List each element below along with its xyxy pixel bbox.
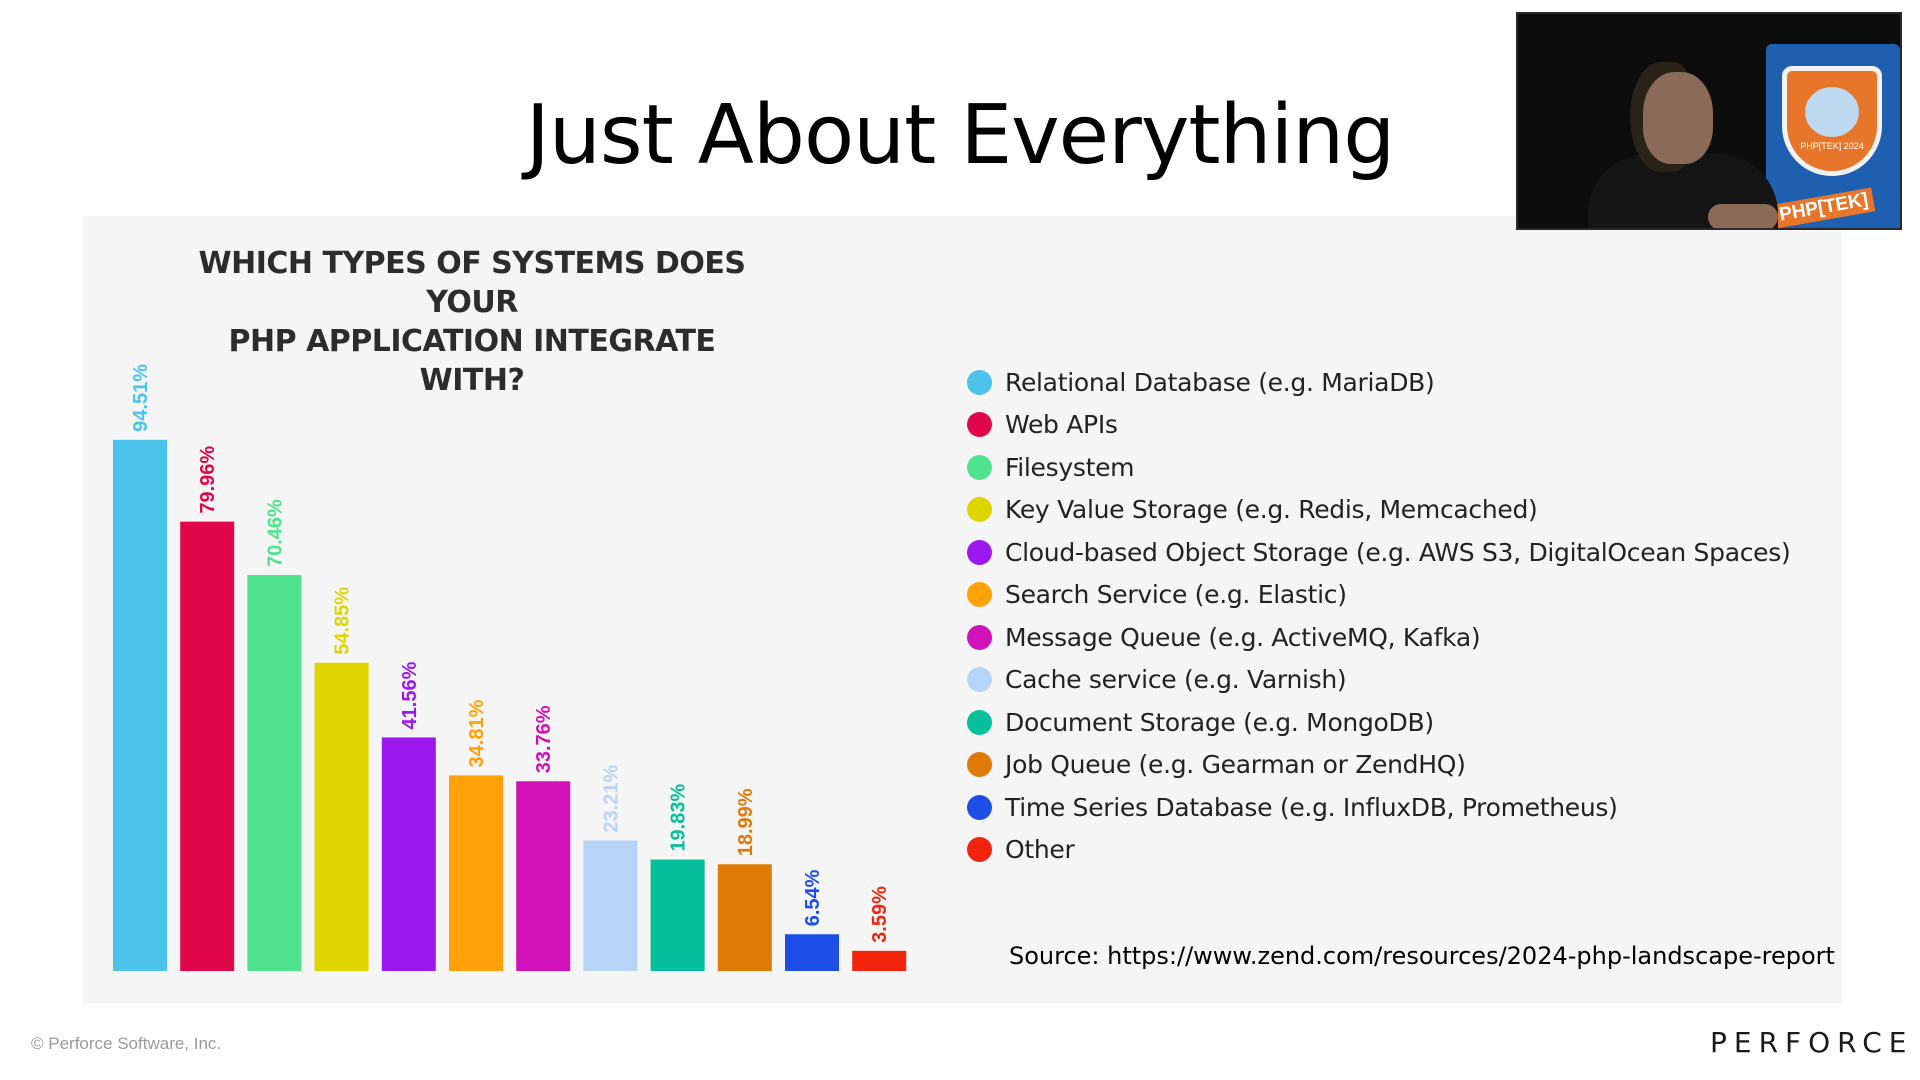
bar-label-8: 23.21% (600, 765, 622, 833)
bar-label-12: 3.59% (869, 886, 891, 943)
legend-item: Job Queue (e.g. Gearman or ZendHQ) (967, 744, 1790, 787)
legend-dot-icon (967, 752, 992, 778)
legend-label: Cloud-based Object Storage (e.g. AWS S3,… (1005, 537, 1791, 567)
bar-label-9: 19.83% (668, 784, 690, 852)
bar-label-5: 41.56% (399, 661, 421, 729)
slide-title: Just About Everything (525, 88, 1396, 183)
legend-item: Relational Database (e.g. MariaDB) (967, 361, 1790, 404)
speaker-hands (1708, 204, 1778, 228)
legend-label: Other (1005, 835, 1075, 865)
legend-label: Key Value Storage (e.g. Redis, Memcached… (1005, 495, 1538, 525)
bar-5 (381, 737, 436, 971)
bar-1 (113, 439, 167, 971)
speaker-head (1643, 72, 1713, 164)
legend-item: Cache service (e.g. Varnish) (967, 659, 1790, 702)
bar-6 (449, 775, 503, 971)
chart-legend: Relational Database (e.g. MariaDB) Web AP… (967, 361, 1791, 872)
legend-item: Cloud-based Object Storage (e.g. AWS S3,… (967, 531, 1791, 574)
legend-item: Filesystem (967, 446, 1790, 489)
legend-label: Filesystem (1005, 452, 1135, 482)
bar-4 (314, 662, 369, 971)
badge-text: PHP[TEK] 2024 (1800, 141, 1864, 151)
chart-title-line-1: WHICH TYPES OF SYSTEMS DOES YOUR (198, 246, 746, 320)
legend-label: Job Queue (e.g. Gearman or ZendHQ) (1005, 750, 1466, 780)
speaker-webcam: PHP[TEK] 2024 PHP[TEK] (1516, 12, 1902, 230)
banner-brand-text: PHP[TEK] (1772, 187, 1876, 228)
legend-item: Message Queue (e.g. ActiveMQ, Kafka) (967, 616, 1790, 659)
bar-12 (852, 950, 907, 971)
bar-label-6: 34.81% (466, 699, 488, 767)
legend-dot-icon (967, 667, 992, 693)
bar-label-11: 6.54% (802, 869, 824, 926)
legend-dot-icon (967, 454, 992, 480)
legend-dot-icon (967, 709, 992, 735)
bar-label-2: 79.96% (197, 446, 219, 514)
copyright-notice: © Perforce Software, Inc. (31, 1034, 222, 1053)
chart-title: WHICH TYPES OF SYSTEMS DOES YOUR PHP APP… (192, 244, 752, 400)
bar-label-1: 94.51% (130, 364, 152, 432)
bar-label-4: 54.85% (332, 587, 354, 655)
chart-panel: WHICH TYPES OF SYSTEMS DOES YOUR PHP APP… (82, 216, 1842, 1003)
bar-label-3: 70.46% (264, 499, 286, 567)
bar-label-10: 18.99% (735, 788, 757, 856)
bar-8 (583, 840, 638, 971)
legend-dot-icon (967, 369, 992, 395)
legend-item: Key Value Storage (e.g. Redis, Memcached… (967, 489, 1790, 532)
perforce-logo: PERFORCE (1710, 1026, 1914, 1059)
legend-item: Time Series Database (e.g. InfluxDB, Pro… (967, 786, 1790, 829)
legend-dot-icon (967, 624, 992, 650)
legend-dot-icon (967, 794, 992, 820)
legend-label: Time Series Database (e.g. InfluxDB, Pro… (1005, 792, 1618, 822)
bar-7 (516, 781, 571, 971)
legend-item: Web APIs (967, 404, 1790, 447)
legend-label: Cache service (e.g. Varnish) (1005, 665, 1347, 695)
legend-dot-icon (967, 497, 992, 523)
bar-9 (650, 859, 705, 971)
bar-chart: 94.51% 79.96% 70.46% 54.85% 41.56% 34.81% 33.7… (113, 364, 907, 971)
bar-3 (247, 575, 302, 971)
legend-label: Message Queue (e.g. ActiveMQ, Kafka) (1005, 622, 1481, 652)
bar-10 (717, 864, 772, 971)
source-citation: Source: https://www.zend.com/resources/2… (1009, 942, 1835, 970)
bar-2 (180, 521, 235, 971)
legend-item: Document Storage (e.g. MongoDB) (967, 701, 1790, 744)
legend-dot-icon (967, 412, 992, 438)
legend-label: Search Service (e.g. Elastic) (1005, 580, 1347, 610)
chart-title-line-2: PHP APPLICATION INTEGRATE WITH? (228, 324, 716, 398)
legend-label: Document Storage (e.g. MongoDB) (1005, 707, 1434, 737)
elephant-icon (1805, 87, 1859, 137)
legend-dot-icon (967, 837, 992, 863)
legend-item: Other (967, 829, 1790, 872)
bar-11 (785, 934, 839, 971)
legend-dot-icon (967, 539, 992, 565)
legend-item: Search Service (e.g. Elastic) (967, 574, 1790, 617)
event-banner: PHP[TEK] 2024 PHP[TEK] (1766, 44, 1900, 228)
legend-label: Web APIs (1005, 410, 1118, 440)
bar-label-7: 33.76% (533, 705, 555, 773)
legend-dot-icon (967, 582, 992, 608)
legend-label: Relational Database (e.g. MariaDB) (1005, 367, 1435, 397)
elephant-badge-icon: PHP[TEK] 2024 (1782, 66, 1882, 176)
